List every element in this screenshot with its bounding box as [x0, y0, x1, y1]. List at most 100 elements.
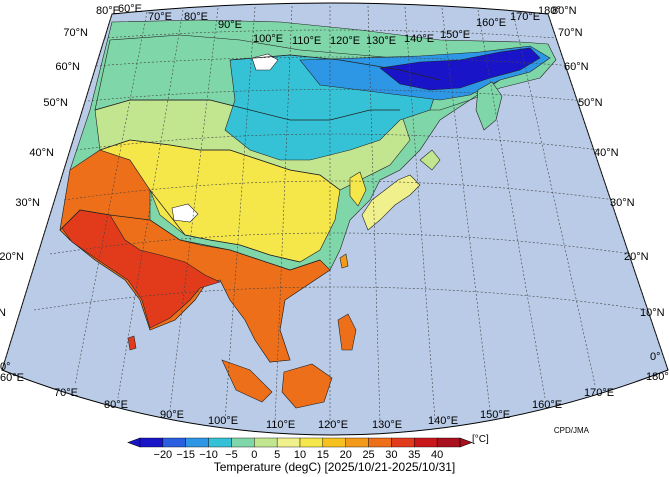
lon-label-bottom: 180° — [646, 371, 669, 383]
lon-label-top: 160°E — [476, 17, 506, 29]
lon-label-top: 170°E — [510, 11, 540, 23]
lon-label-top: 120°E — [330, 35, 360, 47]
lon-label-top: 70°E — [148, 11, 172, 23]
missing-data-north — [251, 53, 279, 71]
land-regions — [59, 19, 557, 409]
meridian-line — [477, 9, 546, 399]
lon-label-top: 90°E — [218, 19, 242, 31]
colorbar-tick-label: 40 — [431, 449, 443, 461]
meridian-line — [441, 7, 491, 411]
colorbar-tick-label: −20 — [154, 449, 173, 461]
land-srilanka — [127, 335, 137, 351]
colorbar-swatch — [368, 437, 392, 448]
lon-label-bottom: 170°E — [584, 387, 614, 399]
lat-label-right: 40°N — [594, 147, 619, 159]
colorbar-min-arrow — [127, 437, 141, 448]
lat-labels-right: 80°N 70°N 60°N 50°N 40°N 30°N 20°N 10°N 0° — [552, 5, 665, 363]
colorbar-swatch — [391, 437, 415, 448]
credit-label: CPD/JMA — [553, 426, 589, 435]
colorbar-tick-label: 25 — [362, 449, 374, 461]
lat-label-right: 60°N — [564, 61, 589, 73]
colorbar-swatch — [208, 437, 232, 448]
parallel-line — [63, 180, 616, 201]
colorbar-max-arrow — [459, 437, 473, 448]
lon-label-bottom: 70°E — [54, 387, 78, 399]
lat-label-left: 50°N — [43, 97, 68, 109]
lat-label-right: 70°N — [558, 27, 583, 39]
lon-labels-bottom: 0°60°E 70°E 80°E 90°E 100°E 110°E 120°E 130°E 14… — [0, 361, 669, 431]
colorbar-tick-label: 5 — [274, 449, 280, 461]
land-india-hot — [61, 209, 221, 329]
colorbar-swatch — [299, 437, 324, 448]
lat-label-right: 10°N — [640, 307, 665, 319]
meridian-line — [74, 11, 148, 386]
graticule — [1, 5, 669, 425]
lon-label-top: 180° — [538, 5, 561, 17]
colorbar-swatch — [436, 437, 461, 448]
parallel-line — [103, 29, 557, 39]
colorbar-unit: [°C] — [472, 434, 489, 445]
meridian-line — [367, 5, 381, 424]
lon-label-bottom: 120°E — [318, 419, 348, 431]
land-japan — [361, 174, 421, 231]
land-kamchatka — [475, 81, 503, 131]
lon-label-bottom: 140°E — [428, 415, 458, 427]
lon-label-top: 110°E — [292, 35, 321, 47]
meridian-line — [169, 7, 219, 411]
land-indonesia — [221, 359, 273, 403]
meridian-line — [224, 6, 256, 421]
colorbar: −20 −15 −10 −5 0 5 10 15 20 25 30 35 40 — [127, 437, 473, 461]
colorbar-tick-label: 15 — [317, 449, 329, 461]
lat-label-left: 10°N — [0, 307, 6, 319]
land-deep-cold — [379, 47, 541, 91]
colorbar-swatch — [231, 437, 255, 448]
meridian-line — [547, 13, 669, 371]
land-korea — [349, 171, 367, 207]
colorbar-swatch — [254, 437, 278, 448]
colorbar-swatch — [139, 437, 164, 448]
parallel-line — [95, 56, 575, 67]
colorbar-swatch — [345, 437, 369, 448]
colorbar-swatch — [322, 437, 346, 448]
land-borneo — [281, 363, 333, 409]
lon-label-bottom: 80°E — [104, 399, 128, 411]
lon-label-bottom: 60°E — [0, 372, 24, 384]
colorbar-tick-label: 20 — [340, 449, 352, 461]
lat-label-left: 30°N — [15, 197, 40, 209]
colorbar-title: Temperature (degC) [2025/10/21-2025/10/3… — [213, 460, 456, 474]
lon-label-bottom: 110°E — [266, 419, 295, 431]
colorbar-tick-label: −5 — [225, 449, 238, 461]
colorbar-tick-label: 35 — [408, 449, 420, 461]
lat-label-right: 80°N — [552, 5, 577, 17]
land-philippines — [337, 313, 357, 351]
lat-label-right: 50°N — [578, 97, 603, 109]
meridian-line — [274, 5, 293, 424]
lat-label-right: 0° — [650, 351, 661, 363]
meridian-line — [117, 9, 184, 399]
colorbar-tick-label: −10 — [199, 449, 218, 461]
lon-label-bottom: 160°E — [532, 399, 562, 411]
colorbar-tick-label: 30 — [385, 449, 397, 461]
lat-labels-left: 70°N 60°N 50°N 40°N 30°N 20°N 10°N — [0, 27, 88, 319]
lon-label-bottom: 130°E — [372, 419, 402, 431]
colorbar-swatch — [414, 437, 438, 448]
meridian-line — [404, 6, 436, 421]
lat-label-left: 40°N — [29, 147, 54, 159]
lat-label-right: 30°N — [610, 197, 635, 209]
lon-label-top: 150°E — [440, 29, 470, 41]
lon-label-top: 140°E — [404, 33, 434, 45]
lon-label-top: 80°E — [96, 5, 120, 17]
lon-label-bottom: 90°E — [160, 409, 184, 421]
colorbar-swatch — [185, 437, 209, 448]
land-hokkaido — [419, 149, 441, 171]
lon-label-bottom: 100°E — [208, 415, 238, 427]
parallel-line — [33, 286, 649, 311]
lon-label-top: 80°E — [184, 11, 208, 23]
colorbar-tick-label: 0 — [251, 449, 257, 461]
colorbar-tick-label: 10 — [294, 449, 306, 461]
lon-label-bottom: 150°E — [480, 409, 510, 421]
lat-label-left: 20°N — [0, 251, 24, 263]
lat-label-left: 70°N — [63, 27, 88, 39]
lat-label-left: 60°N — [55, 61, 80, 73]
